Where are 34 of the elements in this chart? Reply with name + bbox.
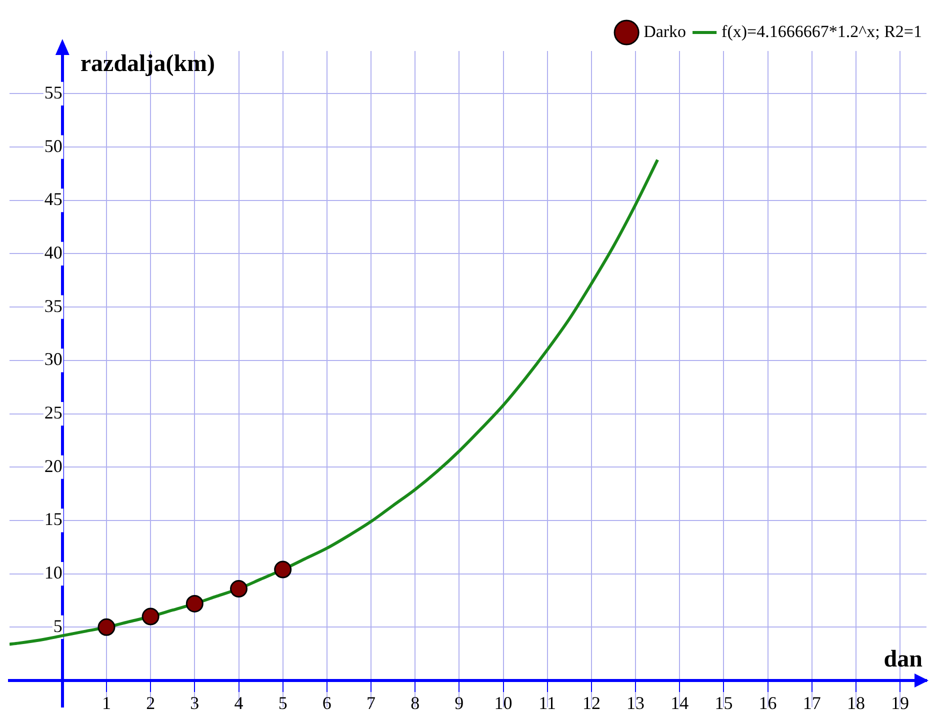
x-tick-label: 12: [582, 693, 600, 714]
x-tick-label: 7: [366, 693, 376, 714]
x-tick-label: 13: [626, 693, 645, 714]
x-axis-title: dan: [884, 646, 922, 673]
y-tick-label: 45: [44, 189, 62, 210]
y-tick-label: 10: [44, 562, 62, 583]
y-axis-title: razdalja(km): [80, 51, 216, 78]
x-tick-label: 10: [494, 693, 512, 714]
x-tick-label: 16: [758, 693, 777, 714]
y-tick-label: 5: [53, 616, 62, 636]
x-tick-label: 2: [146, 693, 156, 714]
x-tick-label: 11: [538, 693, 556, 714]
x-tick-label: 19: [891, 693, 910, 714]
x-tick-label: 8: [410, 693, 420, 714]
y-tick-label: 35: [44, 296, 62, 316]
x-tick-label: 9: [454, 693, 464, 714]
legend-label: f(x)=4.1666667*1.2^x; R2=1: [722, 22, 922, 41]
y-tick-label: 30: [44, 349, 62, 370]
x-tick-label: 3: [190, 693, 200, 714]
y-tick-label: 15: [44, 509, 62, 530]
legend-label: Darko: [644, 22, 686, 41]
x-tick-label: 17: [802, 693, 821, 714]
y-tick-label: 50: [44, 136, 62, 156]
x-tick-label: 18: [846, 693, 865, 714]
y-tick-label: 40: [44, 242, 62, 262]
x-tick-label: 6: [322, 693, 332, 714]
x-tick-label: 5: [278, 693, 288, 714]
x-tick-label: 15: [714, 693, 733, 714]
y-tick-label: 20: [44, 456, 62, 476]
y-tick-label: 25: [44, 402, 62, 423]
y-tick-label: 55: [44, 82, 62, 102]
x-tick-label: 1: [102, 693, 111, 714]
x-tick-label: 14: [670, 693, 689, 714]
x-tick-label: 4: [234, 693, 244, 714]
